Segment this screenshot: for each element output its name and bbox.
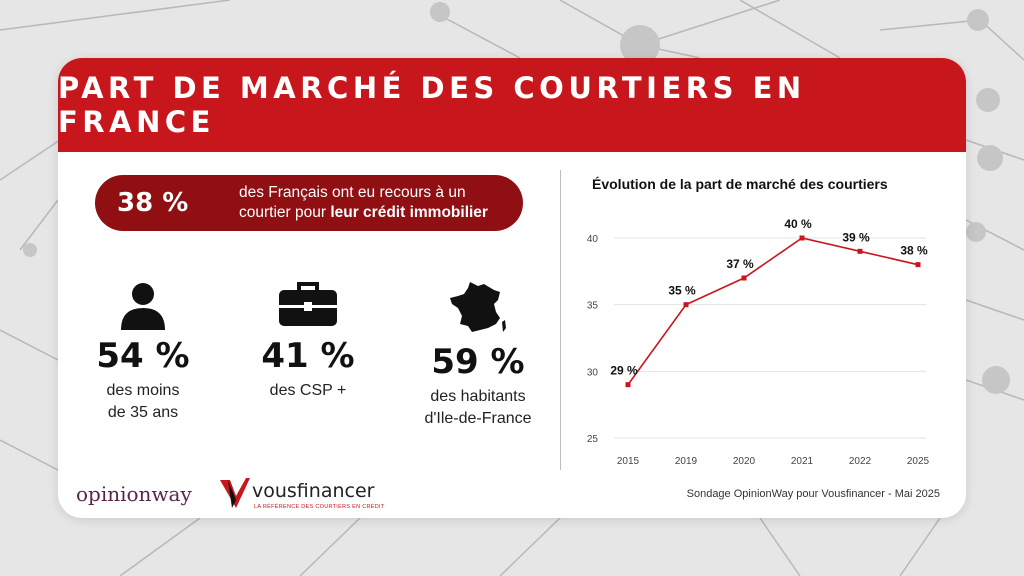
x-tick-label: 2020: [733, 456, 756, 467]
highlight-pill: 38 % des Français ont eu recours à un co…: [95, 175, 523, 231]
stat-value: 59 %: [431, 342, 525, 382]
france-map-icon: [450, 282, 506, 332]
y-tick-label: 30: [587, 367, 599, 378]
x-tick-label: 2021: [791, 456, 814, 467]
data-point: [683, 302, 689, 308]
vousfinancer-tagline: LA RÉFÉRENCE DES COURTIERS EN CRÉDIT: [254, 504, 385, 510]
data-label: 35 %: [668, 284, 696, 298]
vousfinancer-v-icon: [220, 478, 250, 508]
stat-label-line1: des CSP +: [269, 382, 347, 399]
vertical-divider: [560, 170, 561, 470]
stat-idf: 59 % des habitants d'Ile-de-France: [403, 280, 553, 430]
highlight-text-before: des Français ont eu recours à un courtie…: [239, 184, 466, 221]
highlight-text-bold: leur crédit immobilier: [330, 204, 488, 221]
chart-title: Évolution de la part de marché des court…: [592, 176, 888, 192]
stat-label-line1: des moins: [106, 382, 180, 399]
x-tick-label: 2015: [617, 456, 640, 467]
y-tick-label: 40: [587, 234, 599, 245]
data-point: [625, 382, 631, 388]
x-tick-label: 2019: [675, 456, 698, 467]
line-chart: 25 30 35 40 2015 2019 2020 2021 2022 2025 29 % 35 %…: [587, 217, 930, 467]
x-tick-label: 2025: [907, 456, 930, 467]
data-point: [799, 235, 805, 241]
data-label: 38 %: [900, 244, 928, 258]
stat-label-line1: des habitants: [430, 388, 526, 405]
y-tick-label: 25: [587, 434, 599, 445]
highlight-text: des Français ont eu recours à un courtie…: [239, 183, 519, 223]
data-label: 39 %: [842, 230, 870, 244]
data-label: 29 %: [610, 364, 638, 378]
person-icon: [121, 283, 165, 330]
data-point: [741, 275, 747, 281]
stat-value: 41 %: [261, 336, 355, 376]
data-label: 37 %: [726, 257, 754, 271]
title-banner: PART DE MARCHÉ DES COURTIERS EN FRANCE: [58, 58, 966, 152]
stat-label-line2: d'Ile-de-France: [424, 410, 532, 427]
x-tick-label: 2022: [849, 456, 872, 467]
y-tick-label: 35: [587, 301, 599, 312]
highlight-value: 38 %: [117, 188, 189, 218]
infographic-card: PART DE MARCHÉ DES COURTIERS EN FRANCE 3…: [58, 58, 966, 518]
data-label: 40 %: [784, 217, 812, 231]
series-line: [627, 237, 919, 386]
page-title: PART DE MARCHÉ DES COURTIERS EN FRANCE: [58, 71, 806, 139]
stat-csp: 41 % des CSP +: [238, 280, 378, 402]
data-point: [857, 248, 863, 254]
briefcase-icon: [279, 282, 337, 326]
source-note: Sondage OpinionWay pour Vousfinancer - M…: [686, 488, 940, 500]
stat-value: 54 %: [96, 336, 190, 376]
vousfinancer-wordmark: vousfinancer: [252, 480, 375, 502]
data-point: [915, 262, 921, 268]
stat-label-line2: de 35 ans: [107, 404, 179, 421]
opinionway-logo: opinionway: [76, 482, 192, 506]
stat-young: 54 % des moins de 35 ans: [78, 280, 208, 424]
